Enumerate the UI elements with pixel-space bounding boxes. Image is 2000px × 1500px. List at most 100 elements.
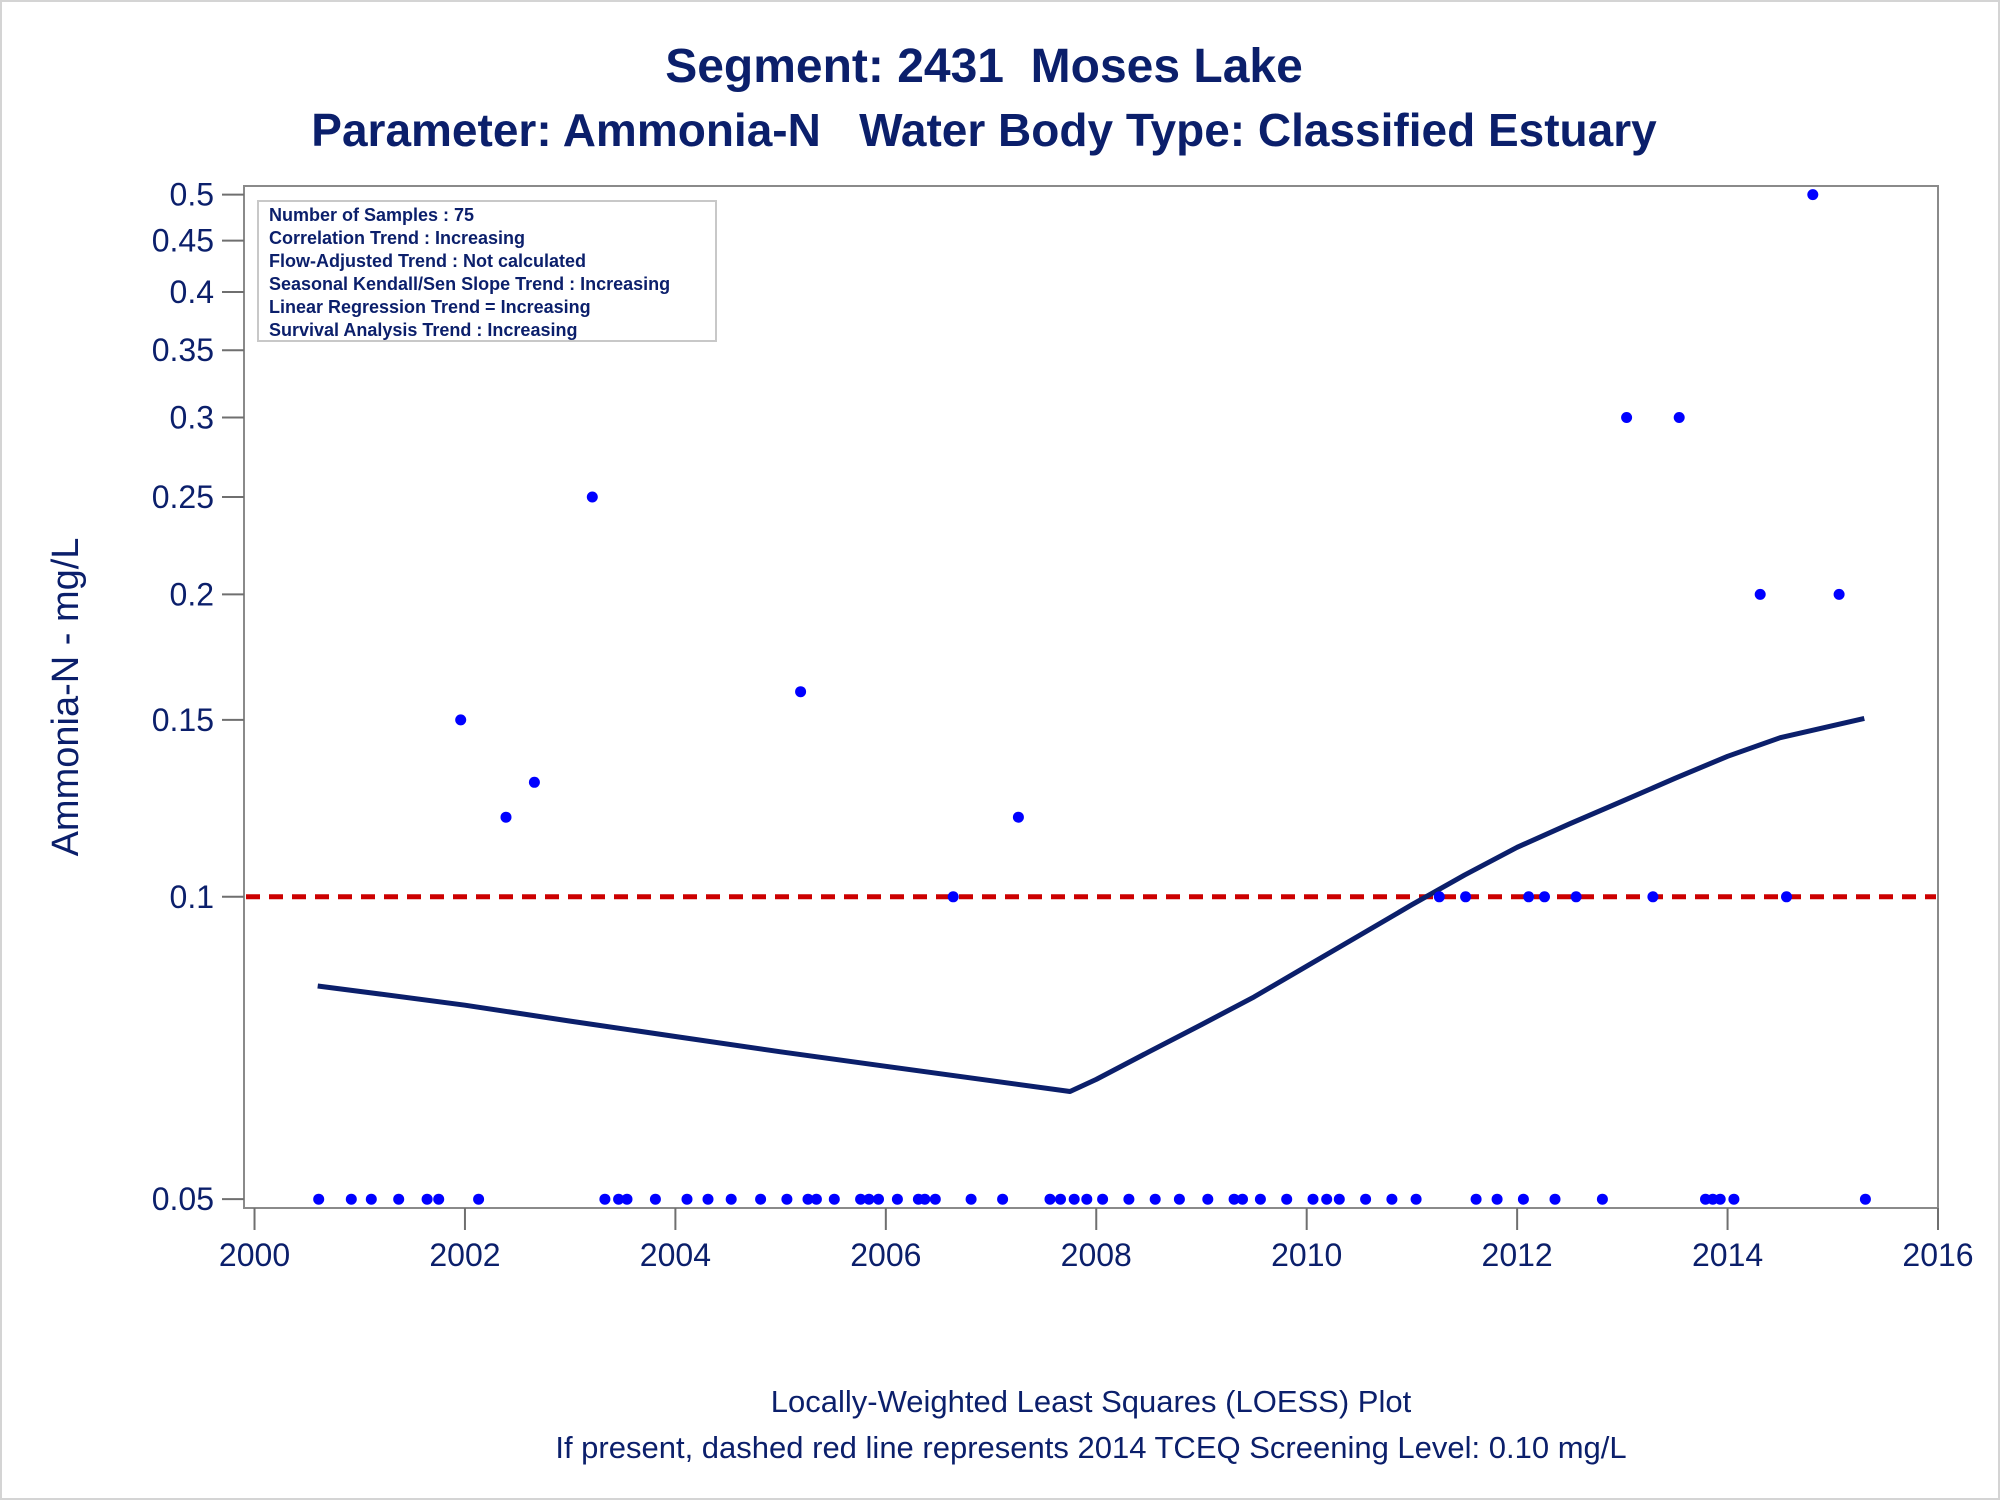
data-point (1307, 1193, 1319, 1205)
data-point (313, 1193, 325, 1205)
data-point (725, 1193, 737, 1205)
y-axis-label: Ammonia-N - mg/L (45, 538, 87, 857)
data-point (1044, 1193, 1056, 1205)
x-tick-label: 2000 (219, 1237, 290, 1273)
footnote-2: If present, dashed red line represents 2… (555, 1430, 1626, 1465)
data-point (1539, 891, 1550, 903)
trend-summary-box: Number of Samples : 75 Correlation Trend… (257, 200, 717, 342)
data-point (500, 811, 512, 823)
data-point (1470, 1193, 1482, 1205)
data-point (1859, 1193, 1871, 1205)
data-point (1460, 891, 1472, 903)
x-tick-label: 2008 (1061, 1237, 1132, 1273)
data-point (1833, 588, 1845, 600)
chart-title: Segment: 2431 Moses Lake (665, 40, 1303, 93)
data-point (433, 1193, 445, 1205)
data-point (965, 1193, 977, 1205)
inset-line-4: Seasonal Kendall/Sen Slope Trend : Incre… (269, 274, 670, 294)
y-tick-label: 0.15 (152, 702, 214, 738)
footnote-1: Locally-Weighted Least Squares (LOESS) P… (771, 1384, 1412, 1419)
data-point (891, 1193, 903, 1205)
data-point (621, 1193, 633, 1205)
data-point (802, 1193, 814, 1205)
data-point (1149, 1193, 1161, 1205)
data-point (863, 1193, 875, 1205)
data-point (1097, 1193, 1109, 1205)
data-point (1433, 891, 1445, 903)
data-point (1549, 1193, 1561, 1205)
data-point (1621, 412, 1633, 423)
data-point (795, 686, 807, 698)
data-point (810, 1193, 822, 1205)
x-tick-label: 2016 (1902, 1237, 1973, 1273)
data-point (421, 1193, 433, 1205)
data-point (1807, 189, 1819, 201)
data-point (828, 1193, 840, 1205)
y-tick-label: 0.4 (170, 274, 214, 310)
x-tick-label: 2014 (1692, 1237, 1763, 1273)
x-tick-label: 2004 (640, 1237, 711, 1273)
y-tick-label: 0.25 (152, 479, 214, 515)
chart-subtitle: Parameter: Ammonia-N Water Body Type: Cl… (311, 104, 1657, 156)
data-point (1333, 1193, 1345, 1205)
data-point (1360, 1193, 1372, 1205)
x-tick-label: 2012 (1482, 1237, 1553, 1273)
data-point (393, 1193, 405, 1205)
data-point (365, 1193, 377, 1205)
data-point (1596, 1193, 1608, 1205)
data-point (1321, 1193, 1333, 1205)
x-tick-label: 2010 (1271, 1237, 1342, 1273)
data-point (1491, 1193, 1503, 1205)
data-point (1173, 1193, 1185, 1205)
data-point (1714, 1193, 1726, 1205)
x-tick-label: 2006 (850, 1237, 921, 1273)
y-tick-label: 0.05 (152, 1181, 214, 1217)
y-tick-label: 0.45 (152, 223, 214, 259)
inset-line-6: Survival Analysis Trend : Increasing (269, 320, 577, 340)
data-point (919, 1193, 931, 1205)
data-point (1228, 1193, 1240, 1205)
data-point (681, 1193, 693, 1205)
data-point (1254, 1193, 1266, 1205)
data-point (528, 776, 540, 788)
data-point (345, 1193, 357, 1205)
data-point (1012, 811, 1024, 823)
loess-curve (317, 715, 1865, 1094)
data-point (1647, 891, 1659, 903)
data-point (1570, 891, 1582, 903)
y-tick-label: 0.2 (170, 576, 214, 612)
data-point (649, 1193, 661, 1205)
data-point (702, 1193, 714, 1205)
data-point (473, 1193, 485, 1205)
data-point (947, 891, 959, 903)
inset-line-1: Number of Samples : 75 (269, 205, 474, 225)
data-point (855, 1193, 867, 1205)
data-point (1781, 891, 1792, 903)
data-point (1386, 1193, 1398, 1205)
y-tick-label: 0.35 (152, 332, 214, 368)
data-point (929, 1193, 941, 1205)
data-point (1410, 1193, 1422, 1205)
data-point (1754, 588, 1766, 600)
data-point (1523, 891, 1535, 903)
y-tick-label: 0.1 (170, 879, 214, 915)
data-point (1517, 1193, 1529, 1205)
data-point (1202, 1193, 1214, 1205)
y-tick-label: 0.5 (170, 177, 214, 213)
data-point (781, 1193, 793, 1205)
inset-line-3: Flow-Adjusted Trend : Not calculated (269, 251, 586, 271)
data-point (1081, 1193, 1093, 1205)
data-point (599, 1193, 611, 1205)
sample-points (313, 189, 1871, 1205)
plot-area (243, 185, 1939, 1209)
data-point (873, 1193, 884, 1205)
inset-line-2: Correlation Trend : Increasing (269, 228, 525, 248)
data-point (455, 714, 467, 726)
x-axis: 2000 2002 2004 2006 2008 2010 2012 2014 2016 (219, 1208, 1974, 1273)
y-tick-label: 0.3 (170, 399, 214, 435)
data-point (586, 491, 598, 503)
data-point (997, 1193, 1009, 1205)
data-point (1728, 1193, 1740, 1205)
x-tick-label: 2002 (429, 1237, 500, 1273)
